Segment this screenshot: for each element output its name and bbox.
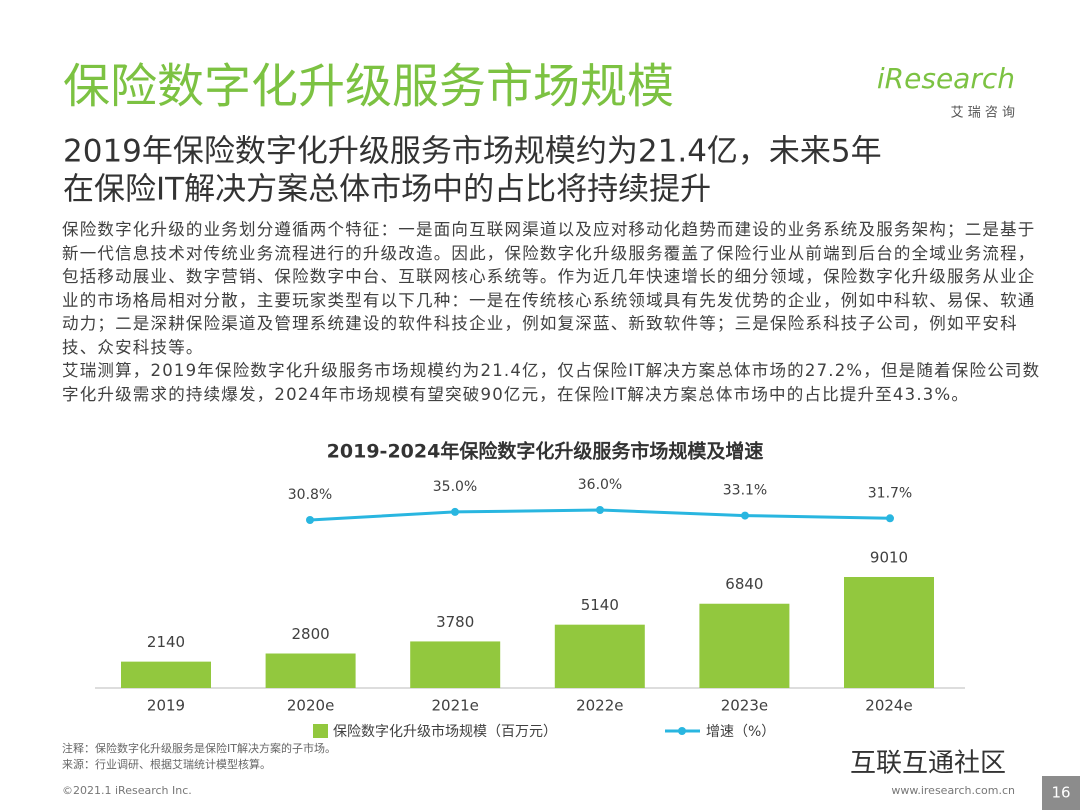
bar-label: 6840 — [725, 575, 763, 593]
watermark: 互联互通社区 — [850, 749, 1006, 779]
bar-label: 2800 — [292, 625, 330, 643]
subtitle: 在保险IT解决方案总体市场中的占比将持续提升 — [63, 172, 711, 208]
line-label: 36.0% — [578, 477, 622, 493]
line-point — [741, 511, 749, 520]
note: 来源：行业调研、根据艾瑞统计模型核算。 — [62, 757, 271, 771]
body-text: 保险数字化升级的业务划分遵循两个特征：一是面向互联网渠道以及应对移动化趋势而建设… — [62, 218, 1047, 406]
line-point — [451, 507, 459, 516]
line-label: 31.7% — [868, 485, 912, 501]
bar-label: 2140 — [147, 633, 185, 651]
bar — [844, 577, 934, 688]
x-tick-label: 2022e — [576, 697, 623, 715]
legend-dot — [678, 727, 686, 735]
legend-label: 保险数字化升级市场规模（百万元） — [333, 723, 557, 740]
bar-label: 5140 — [581, 596, 619, 614]
site: www.iresearch.com.cn — [891, 784, 1015, 797]
x-tick-label: 2024e — [865, 697, 912, 715]
bar-label: 9010 — [870, 549, 908, 567]
chart-title: 2019-2024年保险数字化升级服务市场规模及增速 — [327, 440, 764, 463]
title: 保险数字化升级服务市场规模 — [63, 60, 674, 115]
subtitle: 2019年保险数字化升级服务市场规模约为21.4亿，未来5年 — [63, 134, 882, 170]
logo-sub: 艾 瑞 咨 询 — [951, 106, 1015, 121]
line-label: 35.0% — [433, 479, 477, 495]
bar-label: 3780 — [436, 613, 474, 631]
copyright: ©2021.1 iResearch Inc. — [62, 784, 192, 797]
line-label: 30.8% — [288, 487, 332, 503]
line-point — [306, 516, 314, 524]
line-point — [886, 514, 894, 523]
line-point — [596, 506, 604, 514]
legend-label: 增速（%） — [706, 724, 775, 740]
paragraph: 保险数字化升级的业务划分遵循两个特征：一是面向互联网渠道以及应对移动化趋势而建设… — [62, 220, 1036, 357]
bar — [699, 603, 790, 688]
x-tick-label: 2021e — [431, 697, 478, 715]
page-box — [1042, 776, 1080, 810]
x-tick-label: 2023e — [721, 697, 768, 715]
paragraph: 艾瑞测算，2019年保险数字化升级服务市场规模约为21.4亿，仅占保险IT解决方… — [62, 361, 1041, 404]
line-label: 33.1% — [723, 483, 767, 499]
legend-swatch — [313, 724, 328, 738]
page-number: 16 — [1051, 784, 1070, 802]
bar — [265, 653, 356, 688]
bar — [410, 641, 501, 688]
x-tick-label: 2019 — [147, 697, 185, 715]
note: 注释：保险数字化升级服务是保险IT解决方案的子市场。 — [62, 741, 336, 755]
x-tick-label: 2020e — [287, 697, 334, 715]
bar — [121, 661, 211, 688]
logo: iResearch — [877, 62, 1015, 95]
bar — [554, 624, 645, 688]
